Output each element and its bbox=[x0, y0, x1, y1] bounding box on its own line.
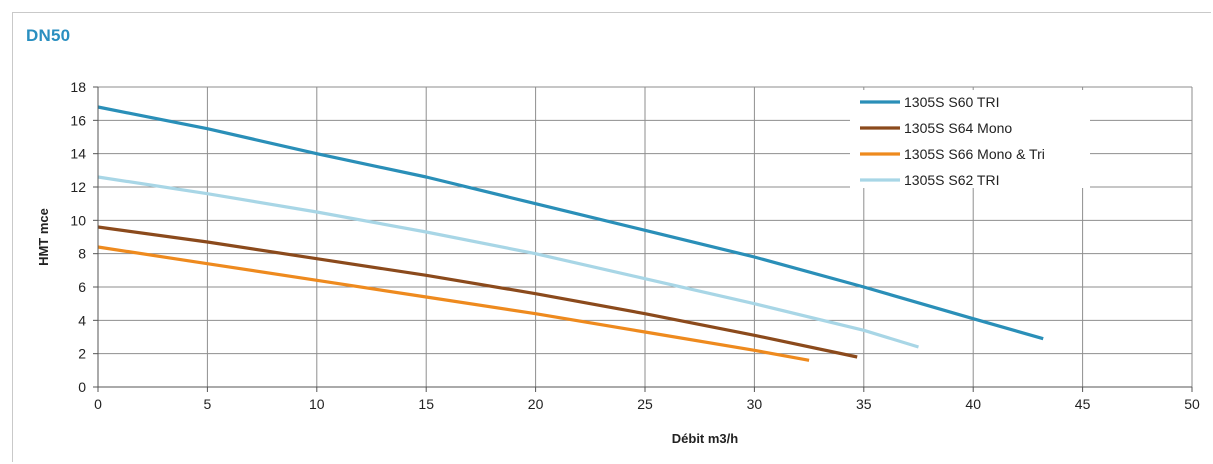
x-tick-label: 25 bbox=[637, 396, 653, 412]
y-tick-label: 6 bbox=[78, 279, 86, 295]
x-tick-label: 15 bbox=[418, 396, 434, 412]
chart-frame bbox=[12, 12, 1211, 462]
y-tick-label: 18 bbox=[70, 79, 86, 95]
y-axis-label: HMT mce bbox=[36, 208, 51, 266]
legend: 1305S S60 TRI 1305S S64 Mono 1305S S66 Mon… bbox=[860, 94, 1045, 188]
y-tick-label: 2 bbox=[78, 346, 86, 362]
axes: 0 2 4 6 8 10 12 14 16 18 0 5 10 15 20 25 30 35 40 45 50 bbox=[70, 79, 1200, 412]
legend-label: 1305S S62 TRI bbox=[904, 172, 999, 188]
series-line-4 bbox=[97, 175, 919, 349]
y-tick-label: 16 bbox=[70, 112, 86, 128]
series-line-2 bbox=[97, 225, 858, 359]
y-tick-label: 12 bbox=[70, 179, 86, 195]
y-tick-label: 4 bbox=[78, 312, 86, 328]
legend-label: 1305S S64 Mono bbox=[904, 120, 1012, 136]
x-tick-label: 40 bbox=[965, 396, 981, 412]
y-tick-label: 14 bbox=[70, 146, 86, 162]
series-lines bbox=[97, 105, 1044, 362]
x-tick-label: 5 bbox=[204, 396, 212, 412]
y-tick-label: 8 bbox=[78, 246, 86, 262]
y-tick-label: 0 bbox=[78, 379, 86, 395]
x-tick-label: 10 bbox=[309, 396, 325, 412]
x-tick-label: 50 bbox=[1184, 396, 1200, 412]
series-line-3 bbox=[97, 245, 810, 362]
y-tick-label: 10 bbox=[70, 212, 86, 228]
x-tick-label: 0 bbox=[94, 396, 102, 412]
x-tick-label: 35 bbox=[856, 396, 872, 412]
series-line-1 bbox=[97, 105, 1044, 341]
x-tick-label: 30 bbox=[747, 396, 763, 412]
x-tick-label: 20 bbox=[528, 396, 544, 412]
chart-title: DN50 bbox=[26, 26, 71, 45]
legend-box bbox=[850, 90, 1090, 188]
legend-label: 1305S S66 Mono & Tri bbox=[904, 146, 1045, 162]
x-tick-label: 45 bbox=[1075, 396, 1091, 412]
x-axis-label: Débit m3/h bbox=[672, 431, 739, 446]
legend-label: 1305S S60 TRI bbox=[904, 94, 999, 110]
